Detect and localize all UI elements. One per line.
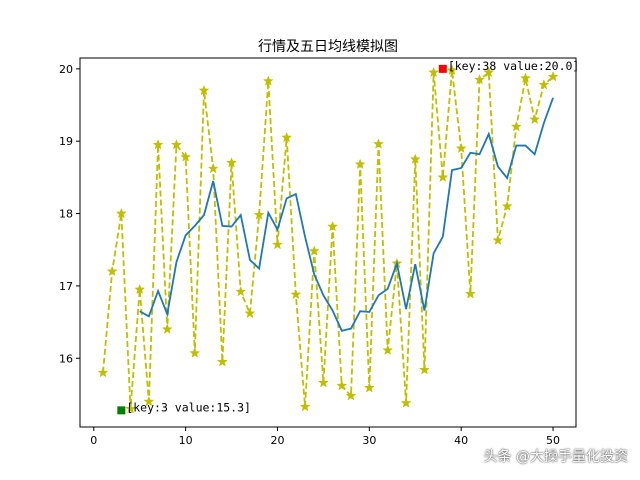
data-point-star [106, 265, 118, 277]
data-point-star [262, 75, 274, 86]
data-point-star [437, 171, 449, 183]
data-point-star [510, 121, 522, 132]
data-point-star [152, 139, 164, 150]
max-point-label: [key:38 value:20.0] [448, 59, 580, 73]
y-tick-label: 17 [59, 280, 73, 293]
data-point-star [446, 64, 458, 75]
data-point-star [171, 139, 182, 150]
x-tick-label: 20 [270, 434, 284, 447]
data-point-star [299, 401, 311, 412]
data-point-star [373, 138, 384, 149]
x-tick-label: 0 [90, 434, 97, 447]
x-tick-label: 10 [179, 434, 193, 447]
x-tick-label: 30 [362, 434, 376, 447]
data-point-star [161, 323, 173, 334]
data-point-star [428, 66, 440, 78]
data-point-star [235, 285, 247, 297]
chart-title: 行情及五日均线模拟图 [258, 39, 398, 55]
min-point-label: [key:3 value:15.3] [126, 400, 251, 414]
y-tick-label: 20 [59, 63, 73, 76]
min-point-marker [117, 406, 126, 415]
data-point-star [483, 66, 495, 78]
data-point-star [520, 72, 531, 83]
data-point-star [115, 207, 127, 219]
y-tick-label: 18 [59, 208, 73, 221]
x-tick-label: 40 [454, 434, 468, 447]
data-point-star [501, 200, 513, 211]
data-point-star [464, 288, 476, 299]
ma5-series-line [139, 97, 554, 332]
data-point-star [354, 158, 366, 169]
data-point-star [272, 238, 283, 250]
data-point-star [180, 151, 192, 162]
data-point-star [317, 377, 329, 388]
y-tick-label: 16 [59, 352, 73, 365]
data-point-star [189, 347, 201, 358]
data-point-star [308, 245, 320, 256]
x-tick-label: 50 [546, 434, 560, 447]
data-point-star [216, 356, 228, 367]
y-axis: 16 17 18 19 20 [59, 63, 80, 365]
data-point-star [207, 162, 219, 174]
watermark: 头条 @大操手量化投资 [483, 449, 628, 465]
data-point-star [455, 142, 467, 154]
data-point-star [143, 395, 155, 407]
max-point-marker [438, 64, 447, 73]
plot-area: [key:3 value:15.3] [key:38 value:20.0] [97, 59, 580, 415]
data-point-star [198, 84, 210, 96]
data-point-star [253, 209, 265, 220]
data-point-star [97, 367, 109, 378]
data-point-star [345, 390, 357, 401]
data-point-star [281, 131, 293, 143]
data-point-star [226, 157, 237, 168]
data-point-star [547, 71, 559, 82]
data-point-star [409, 153, 421, 164]
x-axis: 0 10 20 30 40 50 [90, 427, 560, 447]
y-tick-label: 19 [59, 135, 73, 148]
data-point-star [492, 234, 504, 245]
data-point-star [400, 397, 412, 408]
data-point-star [290, 288, 302, 300]
data-point-star [474, 73, 485, 85]
data-point-star [244, 307, 256, 319]
data-point-star [529, 113, 541, 125]
data-point-star [327, 220, 339, 232]
data-point-star [363, 382, 375, 393]
axes-frame [79, 57, 577, 428]
data-point-star [125, 403, 136, 414]
data-point-star [134, 283, 146, 295]
data-point-star [382, 344, 394, 355]
data-point-star [419, 364, 430, 375]
data-point-star [336, 380, 348, 391]
data-point-star [538, 79, 550, 90]
